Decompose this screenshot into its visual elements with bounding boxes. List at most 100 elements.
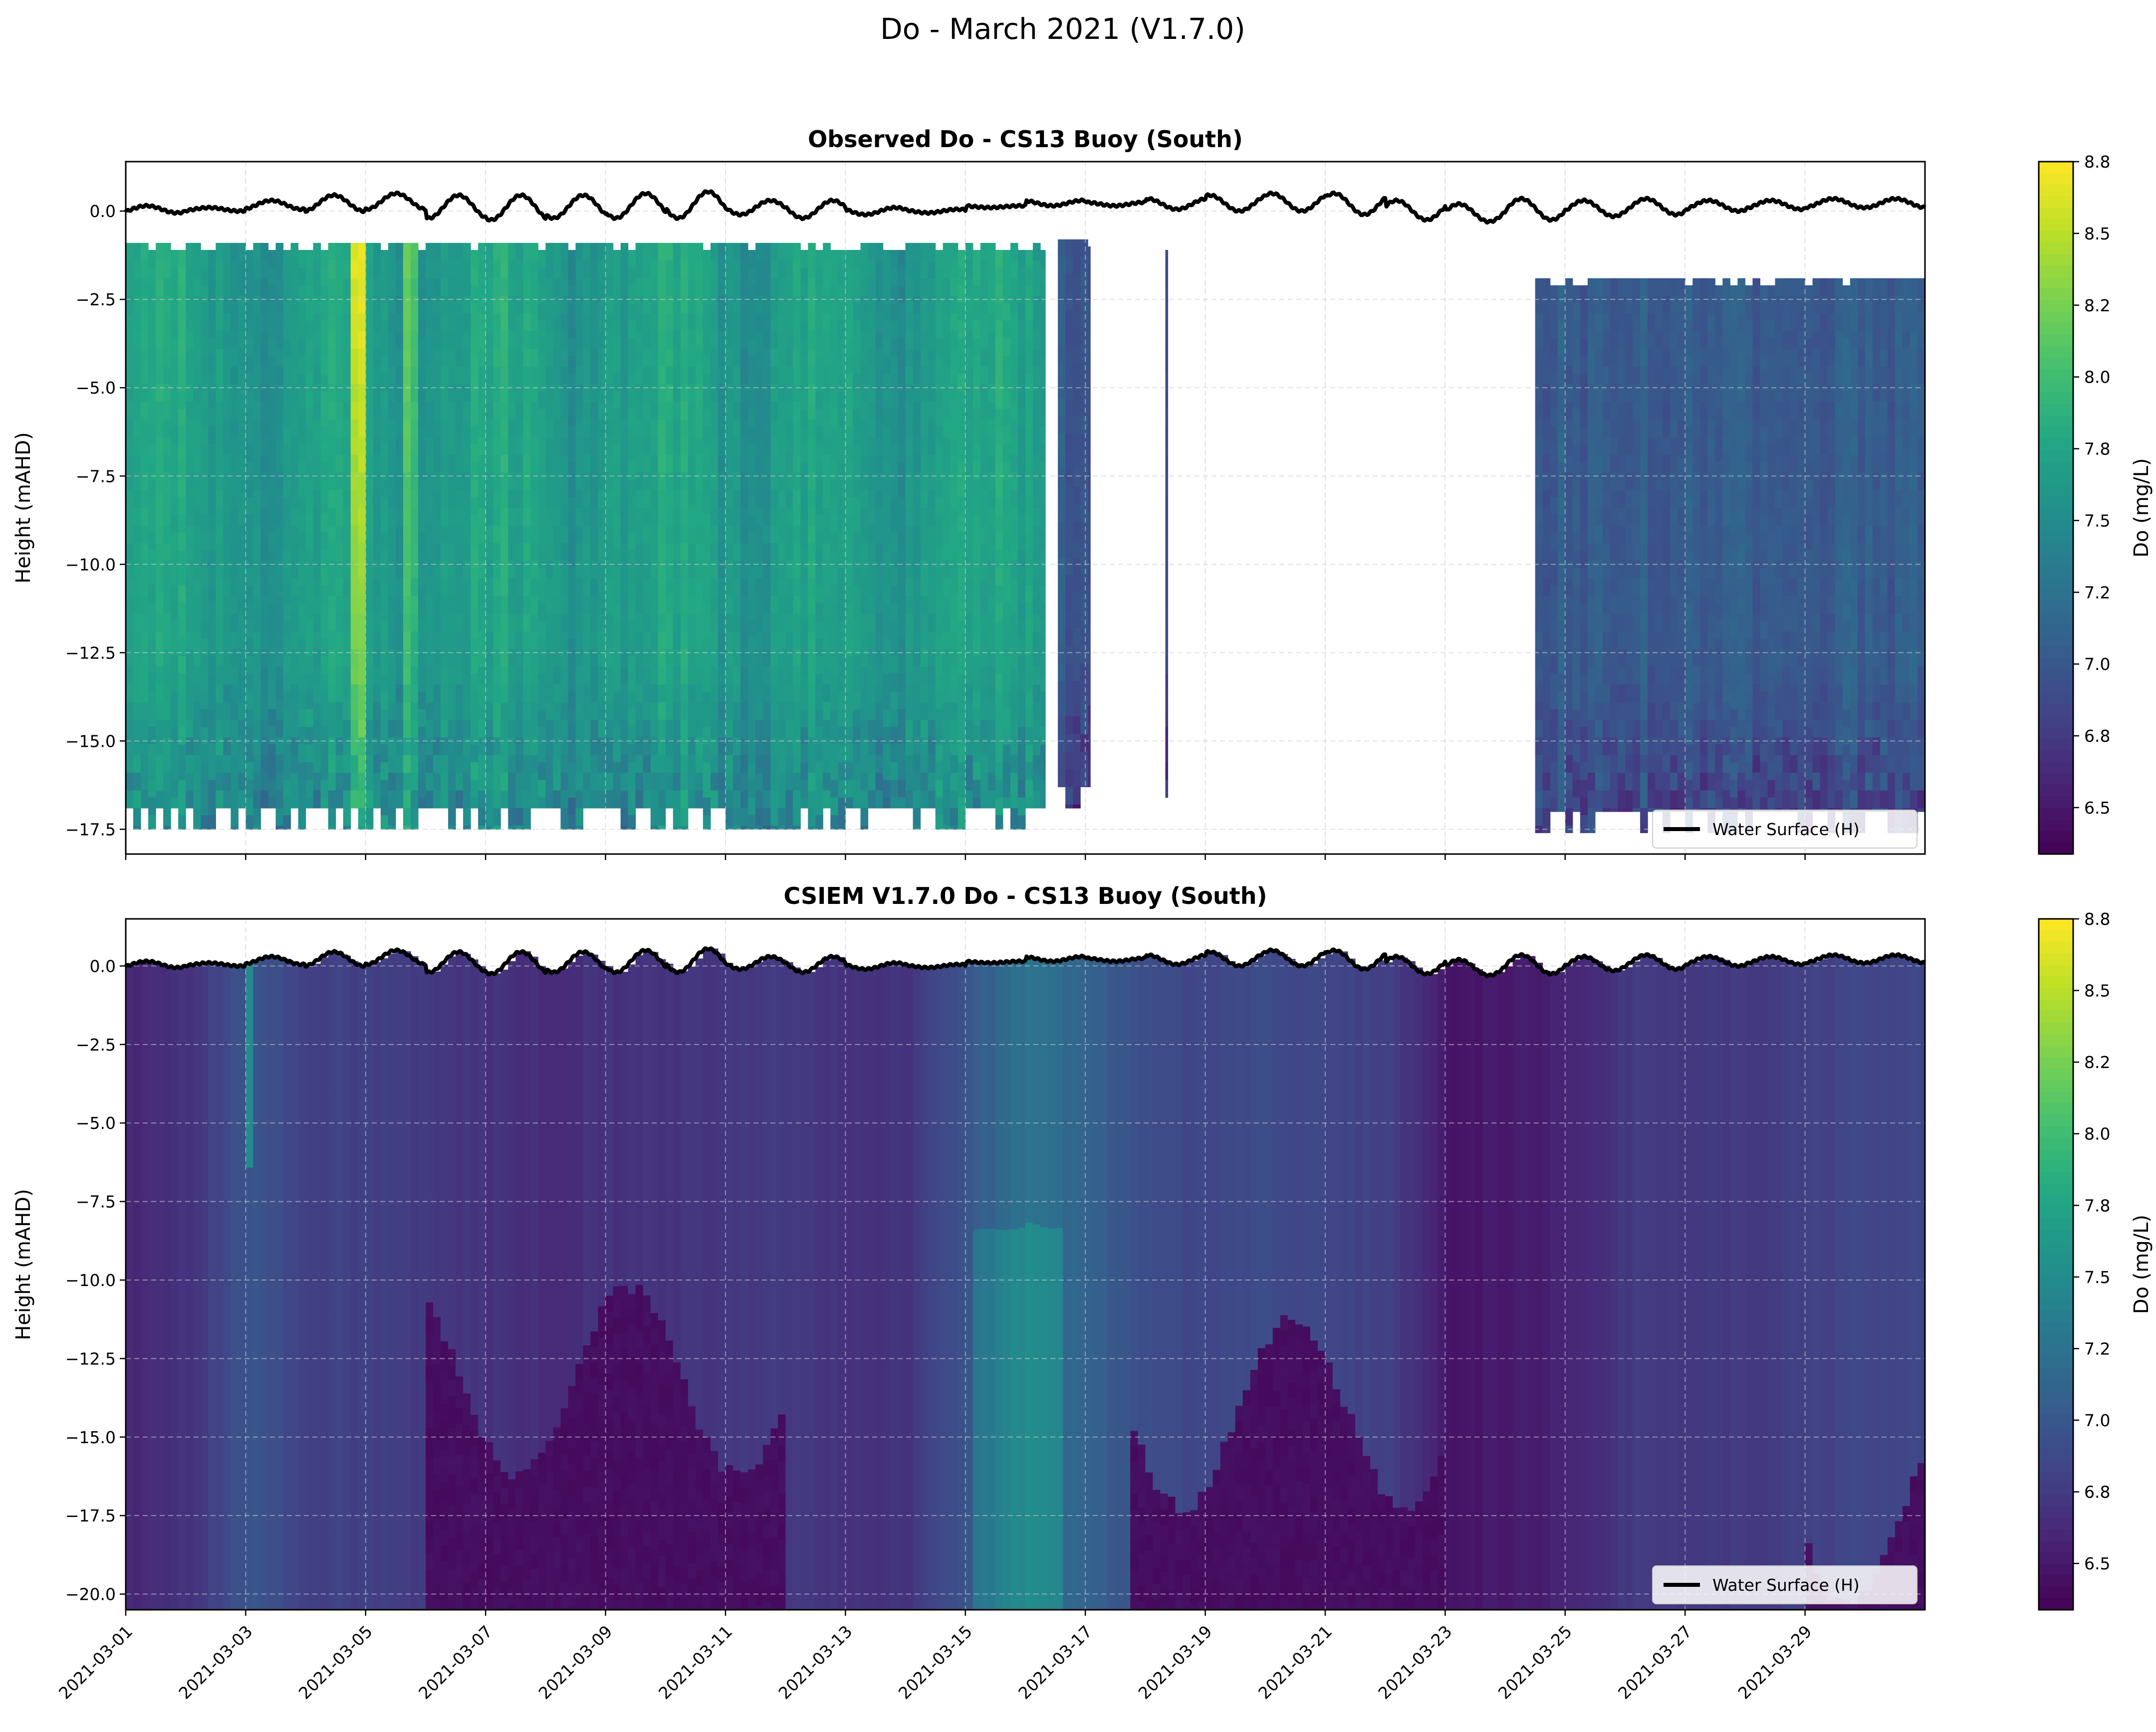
heatmap-cell: [725, 561, 733, 579]
heatmap-cell: [800, 427, 808, 445]
heatmap-cell: [935, 656, 944, 674]
heatmap-cell: [523, 614, 531, 632]
heatmap-cell: [178, 709, 186, 727]
heatmap-cell: [703, 568, 711, 586]
heatmap-cell: [868, 260, 876, 279]
heatmap-cell: [253, 596, 261, 614]
heatmap-cell: [1715, 532, 1723, 551]
heatmap-cell: [838, 391, 846, 410]
heatmap-cell: [1033, 684, 1041, 703]
heatmap-cell: [545, 525, 553, 544]
heatmap-cell: [770, 331, 778, 349]
heatmap-cell: [823, 755, 831, 773]
heatmap-cell: [883, 709, 891, 727]
heatmap-cell: [186, 242, 194, 261]
heatmap-cell: [260, 384, 269, 403]
heatmap-cell: [605, 313, 614, 332]
heatmap-cell: [411, 472, 419, 491]
heatmap-cell: [290, 366, 299, 385]
heatmap-cell: [920, 737, 929, 756]
heatmap-cell: [1018, 568, 1026, 586]
heatmap-cell: [358, 826, 366, 830]
heatmap-cell: [343, 420, 351, 437]
heatmap-cell: [148, 656, 156, 674]
heatmap-cell: [545, 737, 553, 756]
heatmap-cell: [1040, 479, 1046, 498]
heatmap-cell: [148, 479, 156, 498]
heatmap-cell: [943, 826, 951, 830]
heatmap-cell: [568, 285, 576, 303]
heatmap-cell: [515, 331, 523, 349]
heatmap-cell: [411, 260, 419, 279]
heatmap-cell: [643, 242, 651, 261]
heatmap-cell: [875, 631, 884, 650]
heatmap-cell: [298, 709, 306, 727]
heatmap-cell: [628, 585, 636, 604]
heatmap-cell: [350, 384, 359, 403]
heatmap-cell: [320, 744, 329, 763]
heatmap-cell: [456, 702, 464, 720]
heatmap-cell: [1595, 614, 1603, 632]
heatmap-cell: [972, 479, 981, 498]
heatmap-cell: [163, 402, 171, 420]
heatmap-cell: [785, 508, 793, 526]
heatmap-cell: [815, 479, 823, 498]
heatmap-cell: [605, 719, 614, 738]
heatmap-cell: [1088, 493, 1091, 512]
heatmap-cell: [380, 709, 389, 727]
heatmap-cell: [748, 427, 756, 445]
heatmap-cell: [560, 826, 569, 830]
heatmap-cell: [658, 420, 666, 437]
heatmap-cell: [898, 673, 906, 692]
heatmap-cell: [418, 673, 426, 692]
heatmap-cell: [1572, 744, 1581, 763]
heatmap-cell: [1677, 366, 1685, 385]
heatmap-cell: [463, 543, 471, 561]
heatmap-cell: [950, 543, 958, 561]
heatmap-cell: [485, 666, 493, 685]
heatmap-cell: [1040, 391, 1046, 410]
heatmap-cell: [958, 815, 966, 830]
heatmap-cell: [538, 461, 546, 480]
heatmap-cell: [590, 719, 599, 738]
heatmap-cell: [245, 691, 253, 710]
heatmap-cell: [1073, 416, 1081, 434]
heatmap-cell: [1002, 427, 1011, 445]
heatmap-cell: [703, 780, 711, 798]
heatmap-cell: [695, 472, 704, 491]
heatmap-cell: [650, 490, 659, 508]
heatmap-cell: [1165, 497, 1169, 515]
heatmap-cell: [1572, 568, 1581, 586]
heatmap-cell: [515, 296, 523, 314]
heatmap-cell: [703, 461, 711, 480]
heatmap-cell: [313, 543, 321, 561]
heatmap-cell: [245, 515, 253, 533]
heatmap-cell: [426, 596, 434, 614]
heatmap-cell: [920, 366, 929, 385]
heatmap-cell: [1580, 744, 1588, 763]
heatmap-cell: [643, 649, 651, 667]
heatmap-cell: [1088, 405, 1091, 424]
heatmap-cell: [411, 384, 419, 403]
heatmap-cell: [373, 454, 381, 473]
heatmap-cell: [965, 596, 973, 614]
heatmap-cell: [441, 366, 449, 385]
heatmap-cell: [335, 773, 344, 791]
heatmap-cell: [905, 737, 914, 756]
heatmap-cell: [853, 656, 861, 674]
heatmap-cell: [808, 525, 816, 544]
heatmap-cell: [890, 461, 899, 480]
heatmap-cell: [1010, 649, 1018, 667]
heatmap-cell: [538, 780, 546, 798]
heatmap-cell: [995, 568, 1003, 586]
heatmap-cell: [613, 356, 621, 374]
heatmap-cell: [1633, 561, 1641, 579]
heatmap-cell: [298, 497, 306, 515]
heatmap-cell: [755, 296, 763, 314]
heatmap-cell: [538, 267, 546, 286]
heatmap-cell: [711, 296, 719, 314]
heatmap-cell: [1025, 780, 1033, 798]
heatmap-cell: [201, 373, 209, 392]
heatmap-cell: [1002, 250, 1011, 268]
heatmap-cell: [1663, 543, 1671, 561]
